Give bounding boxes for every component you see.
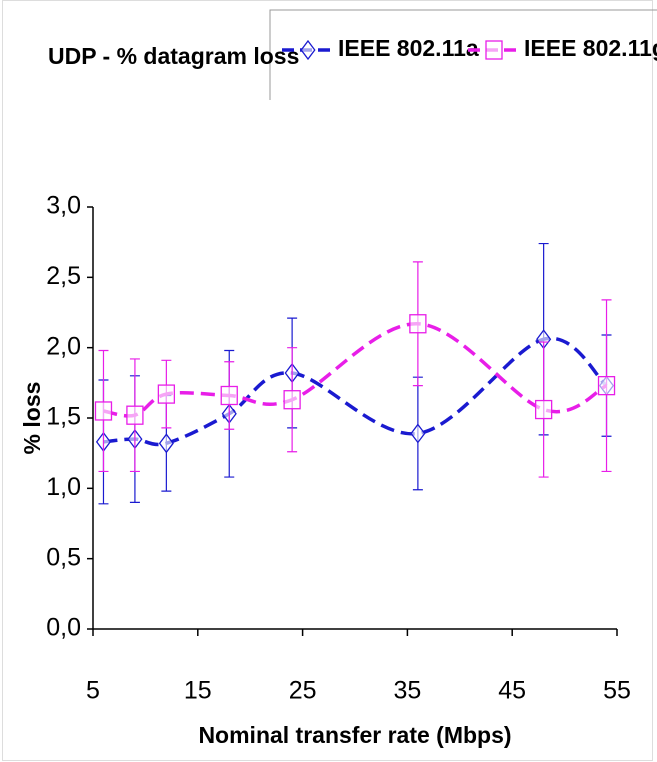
x-tick-label: 25 [289, 677, 317, 705]
x-tick-label: 15 [184, 677, 212, 705]
y-tick-label: 2,5 [46, 262, 81, 290]
marker [94, 401, 113, 421]
y-tick-label: 0,0 [46, 614, 81, 642]
x-tick-label: 45 [498, 677, 526, 705]
marker [283, 390, 301, 410]
legend-marker [485, 40, 503, 60]
legend-marker [300, 39, 316, 61]
y-tick-label: 3,0 [46, 192, 81, 220]
y-axis-label: % loss [19, 382, 45, 455]
x-tick-label: 5 [86, 677, 100, 705]
x-axis-label: Nominal transfer rate (Mbps) [198, 722, 511, 748]
marker [157, 384, 176, 404]
legend-label: IEEE 802.11a [338, 35, 479, 61]
legend-title: UDP - % datagram loss [48, 43, 299, 69]
legend-box [269, 9, 657, 100]
marker [410, 423, 426, 444]
x-tick-label: 35 [393, 677, 421, 705]
marker [126, 405, 144, 425]
marker [534, 399, 553, 420]
series-line [103, 321, 608, 418]
y-tick-label: 1,0 [46, 473, 81, 501]
y-tick-label: 2,0 [46, 332, 81, 360]
x-tick-label: 55 [603, 677, 631, 705]
marker [158, 433, 174, 454]
y-tick-label: 0,5 [46, 543, 81, 571]
marker [220, 385, 238, 406]
legend-label: IEEE 802.11g [524, 35, 657, 61]
marker [409, 314, 427, 334]
marker [597, 375, 616, 396]
y-tick-label: 1,5 [46, 403, 81, 431]
